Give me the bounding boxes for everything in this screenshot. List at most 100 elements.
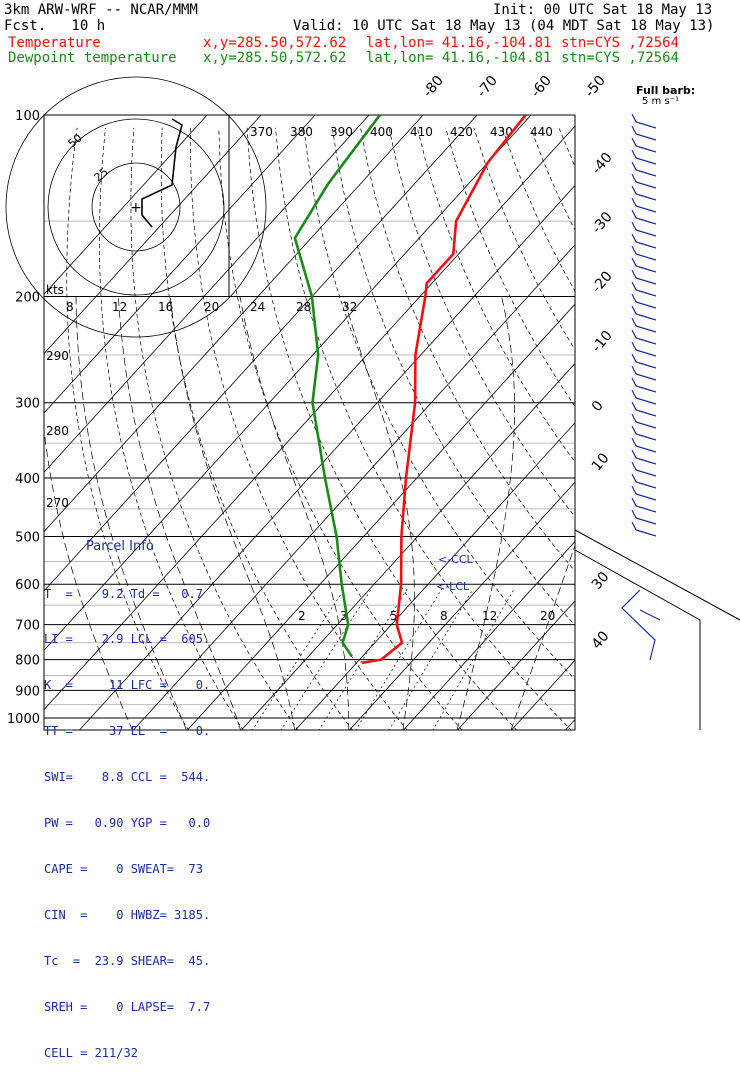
theta-label: 370 [250,125,273,139]
hodograph-ring-label: 25 [92,165,111,184]
isotherm-line [349,102,740,731]
theta-label: 410 [410,125,433,139]
parcel-row: SREH = 0 LAPSE= 7.7 [44,1000,234,1015]
wind-barb-flag [632,138,636,146]
hodograph-speed-label: 20 [204,300,219,314]
low-level-wind-barbs [622,590,660,660]
wind-barb [636,290,656,296]
dry-adiabat-line [559,128,740,731]
temperature-tick-label: -70 [474,73,501,101]
wind-barb-flag [632,294,636,302]
wind-barb [636,314,656,320]
dewpoint-profile-line [295,115,380,656]
wind-barb-flag [632,354,636,362]
parcel-row: T = 9.2 Td = 0.7 [44,587,234,602]
parcel-row: K = 11 LFC = 0. [44,678,234,693]
hodograph-center-mark: + [130,200,142,216]
wind-barb [636,146,656,152]
isotherm-line [619,102,740,731]
lcl-marker-label: <-LCL [436,580,470,593]
hodograph-speed-label: 24 [250,300,265,314]
temperature-tick-label: -40 [589,150,616,178]
dry-adiabat-line [701,128,740,731]
parcel-row: SWI= 8.8 CCL = 544. [44,770,234,785]
moist-adiabat-line [457,297,515,731]
parcel-row: CELL = 211/32 [44,1046,234,1061]
wind-barb-flag [632,306,636,314]
wind-barb [636,494,656,500]
wind-barb-flag [632,114,636,122]
wind-barb-flag [632,402,636,410]
dry-adiabat-line [502,128,740,731]
temperature-tick-label: -10 [589,328,616,356]
wind-barb-flag [632,210,636,218]
pressure-tick-label: 800 [15,654,40,669]
dry-adiabat-line [332,128,681,731]
wind-barb [636,242,656,248]
dry-adiabat-line [672,128,740,731]
hodograph-speed-label: 28 [296,300,311,314]
dry-adiabat-line [531,128,740,731]
wind-barb [636,326,656,332]
wind-barb [636,302,656,308]
wind-barb-flag [632,378,636,386]
dry-adiabat-line [389,128,740,731]
temperature-tick-label: 10 [589,450,613,474]
wind-barb [636,182,656,188]
pressure-tick-label: 600 [15,578,40,593]
wind-barb [636,362,656,368]
ccl-marker-label: <-CCL [438,553,474,566]
wind-barb-flag [632,246,636,254]
dry-adiabat-line [644,128,740,731]
parcel-info-table: T = 9.2 Td = 0.7 LI = 2.9 LCL = 605. K =… [44,556,234,746]
wind-barb [636,206,656,212]
isotherm-line [295,102,740,731]
wind-barb-flag [632,474,636,482]
wind-barb-flag [632,522,636,530]
wind-barb-flag [632,366,636,374]
wind-barb-flag [632,174,636,182]
isotherm-line [403,102,740,731]
theta-label: 380 [290,125,313,139]
hodograph-speed-label: 16 [158,300,173,314]
pressure-tick-label: 400 [15,472,40,487]
wind-barb [636,386,656,392]
wind-barb-flag [632,318,636,326]
wind-barb [636,482,656,488]
wind-barb-flag [632,486,636,494]
wind-barb [636,266,656,272]
pressure-tick-label: 900 [15,684,40,699]
pressure-tick-label: 100 [15,109,40,124]
dry-adiabat-line [304,128,627,731]
hodograph-speed-label: 12 [112,300,127,314]
wind-barb-flag [632,510,636,518]
mixing-ratio-label: 2 [298,609,306,623]
wind-barb-flag [632,450,636,458]
theta-e-label: 290 [46,349,69,363]
theta-label: 420 [450,125,473,139]
isotherm-line [187,102,740,731]
parcel-row: CAPE = 0 SWEAT= 73 [44,862,234,877]
theta-e-label: 270 [46,496,69,510]
wind-barb-flag [632,498,636,506]
barb-units-legend: 5 m s⁻¹ [642,96,679,107]
wind-barb [636,350,656,356]
wind-barb [636,422,656,428]
pressure-tick-label: 700 [15,619,40,634]
parcel-row: Tc = 23.9 SHEAR= 45. [44,954,234,969]
wind-barb-flag [632,186,636,194]
wind-barb [636,170,656,176]
wind-barb-flag [632,150,636,158]
wind-barb-flag [632,222,636,230]
pressure-tick-label: 1000 [7,712,40,727]
dry-adiabat-line [361,128,737,731]
wind-barb [636,458,656,464]
temperature-tick-label: -20 [589,268,616,296]
isotherm-line [511,102,740,731]
parcel-row: TT = 37 EL = 0. [44,724,234,739]
wind-barb [636,506,656,512]
wind-barb-flag [632,162,636,170]
wind-barb-flag [632,426,636,434]
isotherm-line [565,102,740,731]
wind-barb [636,530,656,536]
